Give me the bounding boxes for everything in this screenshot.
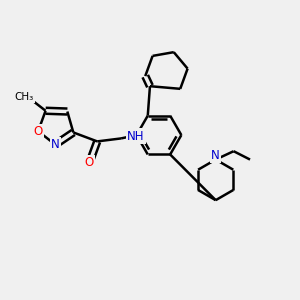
- Text: N: N: [211, 148, 220, 162]
- Text: O: O: [85, 156, 94, 170]
- Text: NH: NH: [127, 130, 145, 142]
- Text: N: N: [51, 138, 60, 151]
- Text: O: O: [34, 125, 43, 138]
- Text: CH₃: CH₃: [14, 92, 33, 102]
